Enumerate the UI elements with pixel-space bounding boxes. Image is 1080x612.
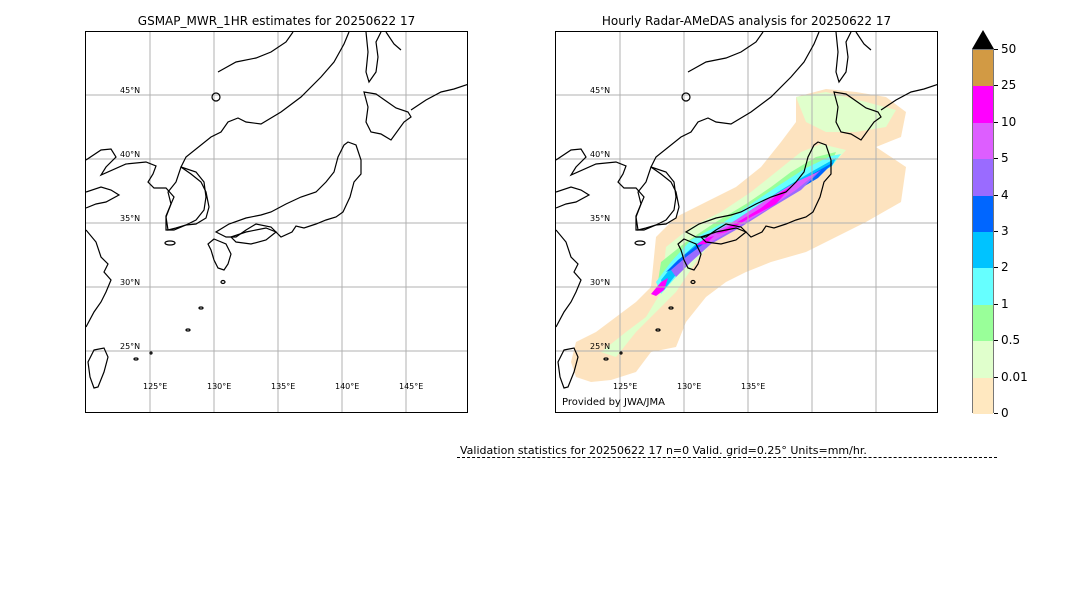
lon-label-140: 140°E	[335, 382, 360, 391]
colorbar-label: 0.5	[1001, 333, 1021, 347]
validation-divider	[457, 457, 997, 458]
colorbar-label: 2	[1001, 260, 1009, 274]
data-credit: Provided by JWA/JMA	[562, 397, 665, 408]
lon-label-125: 125°E	[613, 382, 638, 391]
colorbar-seg-3-4	[973, 195, 993, 232]
colorbar-label: 3	[1001, 224, 1009, 238]
right-map: 45°N 40°N 35°N 30°N 25°N 125°E 130°E 135…	[555, 31, 938, 413]
colorbar-tick	[994, 231, 998, 232]
coastlines	[86, 32, 467, 389]
lon-label-135: 135°E	[271, 382, 296, 391]
lat-label-35: 35°N	[120, 214, 141, 223]
colorbar-label: 10	[1001, 115, 1017, 129]
lat-label-40: 40°N	[120, 150, 141, 159]
colorbar-tick	[994, 413, 998, 414]
colorbar-tick	[994, 158, 998, 159]
colorbar-seg-0.01-0.5	[973, 341, 993, 378]
colorbar-seg-4-5	[973, 159, 993, 196]
lon-label-125: 125°E	[143, 382, 168, 391]
colorbar-tick	[994, 377, 998, 378]
colorbar-seg-0-0.01	[973, 377, 993, 414]
colorbar-tick	[994, 195, 998, 196]
colorbar-seg-2-3	[973, 232, 993, 269]
precip-field	[571, 89, 906, 382]
colorbar-tick	[994, 304, 998, 305]
colorbar-tick	[994, 85, 998, 86]
lat-label-30: 30°N	[590, 278, 611, 287]
validation-statistics: Validation statistics for 20250622 17 n=…	[460, 444, 867, 457]
colorbar-seg-1-2	[973, 268, 993, 305]
lat-label-25: 25°N	[120, 342, 141, 351]
colorbar-label: 25	[1001, 78, 1017, 92]
lon-label-135: 135°E	[741, 382, 766, 391]
lat-label-45: 45°N	[590, 86, 611, 95]
lon-label-130: 130°E	[677, 382, 702, 391]
colorbar-label: 5	[1001, 151, 1009, 165]
gridlines	[556, 32, 937, 412]
lat-label-25: 25°N	[590, 342, 611, 351]
colorbar-label: 4	[1001, 188, 1009, 202]
colorbar-seg-5-10	[973, 122, 993, 160]
right-panel-title: Hourly Radar-AMeDAS analysis for 2025062…	[601, 14, 892, 28]
lat-label-40: 40°N	[590, 150, 611, 159]
colorbar	[972, 49, 994, 414]
colorbar-tick	[994, 340, 998, 341]
colorbar-tick	[994, 49, 998, 50]
colorbar-tick	[994, 122, 998, 123]
colorbar-tick	[994, 267, 998, 268]
left-map-graphic	[86, 32, 467, 412]
gridlines	[86, 32, 467, 412]
coastlines	[556, 32, 937, 389]
lat-label-45: 45°N	[120, 86, 141, 95]
lon-label-130: 130°E	[207, 382, 232, 391]
lon-label-145: 145°E	[399, 382, 424, 391]
right-map-graphic	[556, 32, 937, 412]
colorbar-seg-25-50	[973, 50, 993, 87]
colorbar-extend-arrow	[972, 30, 994, 49]
colorbar-label: 1	[1001, 297, 1009, 311]
colorbar-seg-10-25	[973, 86, 993, 123]
lat-label-35: 35°N	[590, 214, 611, 223]
lat-label-30: 30°N	[120, 278, 141, 287]
left-map: 45°N 40°N 35°N 30°N 25°N 125°E 130°E 135…	[85, 31, 468, 413]
colorbar-seg-0.5-1	[973, 304, 993, 342]
colorbar-label: 50	[1001, 42, 1017, 56]
colorbar-label: 0.01	[1001, 370, 1028, 384]
colorbar-label: 0	[1001, 406, 1009, 420]
left-panel-title: GSMAP_MWR_1HR estimates for 20250622 17	[137, 14, 416, 28]
